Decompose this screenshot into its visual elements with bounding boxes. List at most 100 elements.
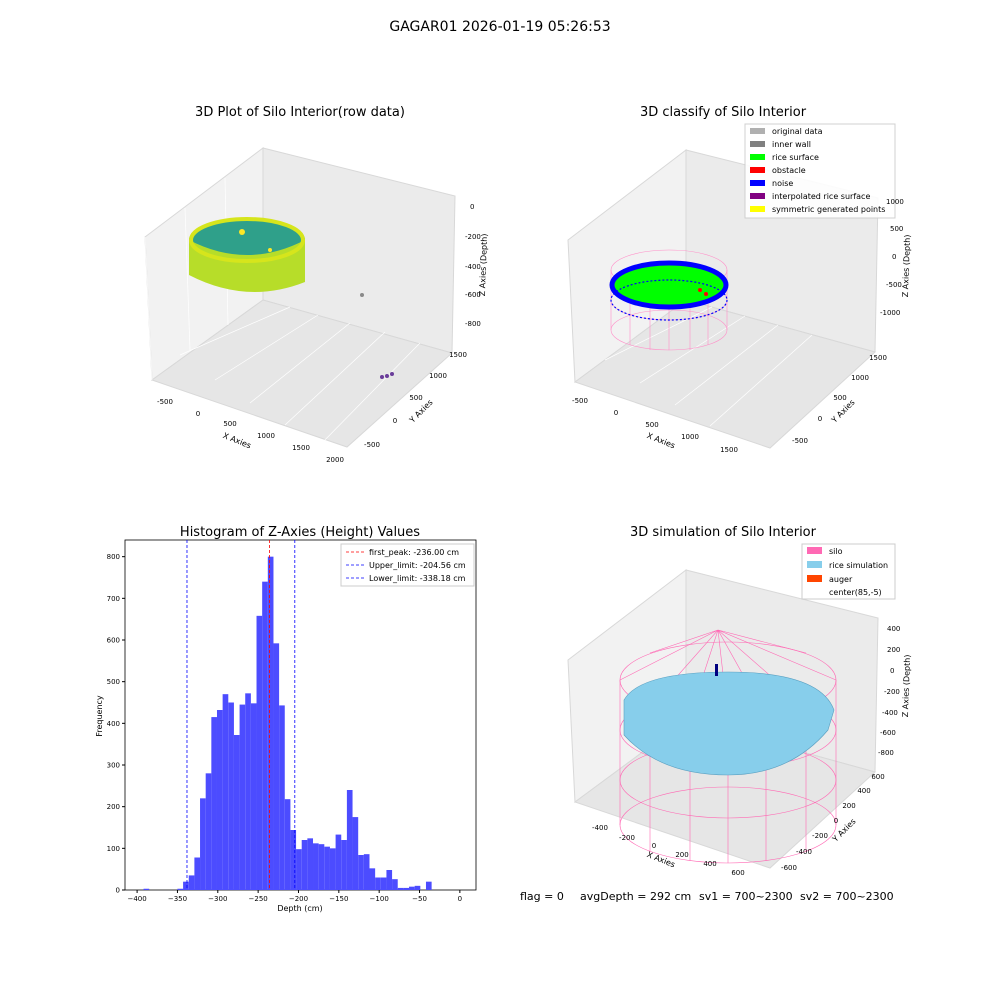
raw-x-label: X Axies bbox=[222, 431, 253, 450]
histogram-bar bbox=[250, 703, 257, 890]
histogram-y-label: Frequency bbox=[95, 695, 104, 737]
x-tick-label: 0 bbox=[458, 895, 462, 903]
classify-x-tick: -500 bbox=[572, 397, 588, 405]
histogram-bar bbox=[397, 887, 404, 890]
classify-x-tick: 1500 bbox=[720, 446, 738, 454]
histogram-bar bbox=[239, 704, 246, 890]
sim-z-tick: 200 bbox=[887, 646, 900, 654]
y-tick-label: 300 bbox=[107, 762, 120, 770]
raw-panel-title: 3D Plot of Silo Interior(row data) bbox=[195, 105, 405, 120]
histogram-bar bbox=[194, 857, 201, 890]
histogram-bar bbox=[290, 830, 297, 890]
sim-y-tick: -400 bbox=[796, 848, 812, 856]
sim-x-tick: 0 bbox=[652, 842, 656, 850]
legend-swatch-noise bbox=[750, 180, 765, 186]
raw-grid bbox=[144, 177, 421, 448]
histogram-bar bbox=[425, 881, 432, 890]
classify-y-tick: -500 bbox=[792, 437, 808, 445]
legend-label-interpolated: interpolated rice surface bbox=[772, 192, 870, 201]
raw-outlier bbox=[380, 375, 384, 379]
classify-x-label: X Axies bbox=[646, 431, 677, 450]
histogram-bar bbox=[313, 843, 319, 890]
sim-y-tick: 600 bbox=[871, 773, 884, 781]
classify-z-tick: 500 bbox=[890, 225, 903, 233]
x-tick-label: −50 bbox=[412, 895, 427, 903]
histogram-bar bbox=[205, 773, 212, 890]
sim-z-tick: -600 bbox=[880, 729, 896, 737]
raw-outlier bbox=[385, 374, 389, 378]
classify-obstacle bbox=[704, 292, 708, 296]
histogram-bar bbox=[228, 702, 234, 890]
raw-floor-pane bbox=[150, 299, 454, 448]
histogram-bar bbox=[279, 705, 285, 890]
histogram-bar bbox=[324, 846, 330, 890]
raw-z-tick: 0 bbox=[470, 203, 474, 211]
histogram-bar bbox=[329, 848, 336, 890]
legend-label-obstacle: obstacle bbox=[772, 166, 806, 175]
raw-silo-top bbox=[189, 218, 305, 262]
raw-z-tick: -600 bbox=[465, 291, 481, 299]
classify-y-tick: 0 bbox=[818, 415, 822, 423]
y-tick-label: 200 bbox=[107, 803, 120, 811]
x-tick-label: −300 bbox=[208, 895, 227, 903]
histogram-x-label: Depth (cm) bbox=[277, 904, 322, 913]
classify-z-label: Z Axies (Depth) bbox=[901, 234, 912, 297]
legend-label-upper-limit: Upper_limit: -204.56 cm bbox=[369, 561, 466, 570]
classify-x-tick: 1000 bbox=[681, 433, 699, 441]
classify-legend-box bbox=[744, 123, 896, 219]
histogram-y-ticks: 0 100 200 300 400 500 600 700 800 bbox=[107, 553, 125, 895]
raw-x-tick: 0 bbox=[196, 410, 200, 418]
legend-swatch-auger bbox=[807, 575, 822, 582]
legend-label-lower-limit: Lower_limit: -338.18 cm bbox=[369, 574, 466, 583]
simulation-legend: silo rice simulation auger center(85,-5) bbox=[801, 543, 896, 600]
legend-swatch-inner-wall bbox=[750, 141, 765, 147]
raw-outlier bbox=[390, 372, 394, 376]
raw-point bbox=[268, 248, 272, 252]
legend-label-noise: noise bbox=[772, 179, 793, 188]
simulation-3d-panel: 3D simulation of Silo Interior silo rice… bbox=[567, 525, 912, 877]
sim-auger bbox=[715, 664, 718, 676]
figure-title: GAGAR01 2026-01-19 05:26:53 bbox=[389, 19, 610, 35]
legend-label-rice-simulation: rice simulation bbox=[829, 561, 888, 570]
raw-z-label: Z Axies (Depth) bbox=[478, 233, 489, 296]
histogram-bar bbox=[183, 881, 189, 890]
classify-z-tick: -500 bbox=[886, 281, 902, 289]
legend-label-auger: auger bbox=[829, 575, 853, 584]
legend-label-rice-surface: rice surface bbox=[772, 153, 819, 162]
raw-x-tick: 500 bbox=[223, 420, 236, 428]
sim-x-tick: -200 bbox=[619, 834, 635, 842]
raw-silo-rim bbox=[189, 217, 305, 263]
legend-label-symmetric: symmetric generated points bbox=[772, 205, 885, 214]
raw-outlier bbox=[360, 293, 364, 297]
histogram-x-ticks: −400 −350 −300 −250 −200 −150 −100 −50 0 bbox=[127, 890, 462, 903]
histogram-bar bbox=[284, 799, 291, 890]
histogram-panel: Histogram of Z-Axies (Height) Values −40… bbox=[95, 525, 477, 913]
sim-z-tick: -800 bbox=[878, 749, 894, 757]
histogram-bar bbox=[380, 877, 387, 890]
classify-z-tick: 1000 bbox=[886, 198, 904, 206]
histogram-bar bbox=[369, 868, 376, 890]
histogram-bar bbox=[216, 710, 223, 890]
x-tick-label: −100 bbox=[370, 895, 389, 903]
histogram-bar bbox=[335, 834, 342, 890]
classify-y-tick: 1500 bbox=[869, 354, 887, 362]
classify-rice-surface bbox=[612, 265, 726, 305]
histogram-bar bbox=[352, 817, 359, 890]
histogram-bar bbox=[211, 717, 217, 890]
legend-swatch-obstacle bbox=[750, 167, 765, 173]
histogram-bar bbox=[245, 693, 251, 890]
sim-rice-surface bbox=[623, 671, 835, 776]
histogram-bar bbox=[262, 581, 268, 890]
classify-panel-title: 3D classify of Silo Interior bbox=[640, 105, 807, 120]
classify-noise-wall bbox=[610, 279, 728, 321]
sim-x-tick: 200 bbox=[675, 851, 688, 859]
classify-z-tick: 0 bbox=[892, 253, 896, 261]
simulation-panel-title: 3D simulation of Silo Interior bbox=[630, 525, 817, 540]
classify-legend: original data inner wall rice surface ob… bbox=[744, 123, 896, 219]
raw-point bbox=[239, 229, 245, 235]
histogram-bars bbox=[143, 556, 432, 890]
histogram-bar bbox=[273, 643, 280, 890]
flag-text: flag = 0 bbox=[520, 890, 564, 903]
classify-y-tick: 500 bbox=[833, 394, 846, 402]
raw-z-tick: -200 bbox=[465, 233, 481, 241]
